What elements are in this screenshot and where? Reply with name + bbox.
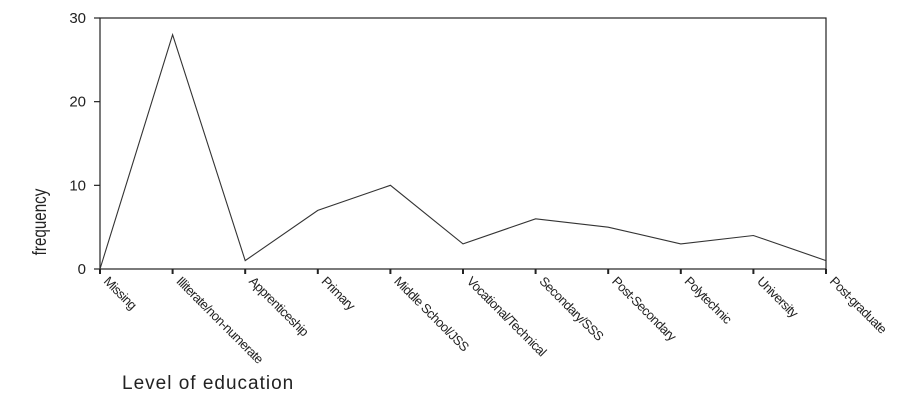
plot-frame	[99, 17, 827, 270]
x-tick-label: Missing	[101, 274, 140, 313]
x-axis-title: Level of education	[122, 373, 294, 394]
y-tick-label: 10	[69, 177, 86, 194]
x-tick-label: Middle School/JSS	[391, 274, 472, 355]
x-tick-label: Primary	[319, 274, 359, 314]
y-tick-label: 30	[69, 10, 86, 27]
y-tick-label: 20	[69, 94, 86, 111]
x-tick-label: Apprenticeship	[246, 274, 312, 340]
y-tick-label: 0	[78, 261, 86, 278]
x-tick-label: Secondary/SSS	[536, 274, 607, 345]
x-tick-label: University	[754, 274, 801, 321]
y-axis-title: frequency	[28, 188, 50, 255]
series-line	[99, 32, 827, 270]
x-tick-label: Post-Secondary	[609, 274, 680, 345]
x-tick-label: Polytechnic	[682, 274, 736, 328]
x-tick-label: Vocational/Technical	[464, 274, 550, 360]
x-tick-label: Post-graduate	[827, 274, 890, 337]
